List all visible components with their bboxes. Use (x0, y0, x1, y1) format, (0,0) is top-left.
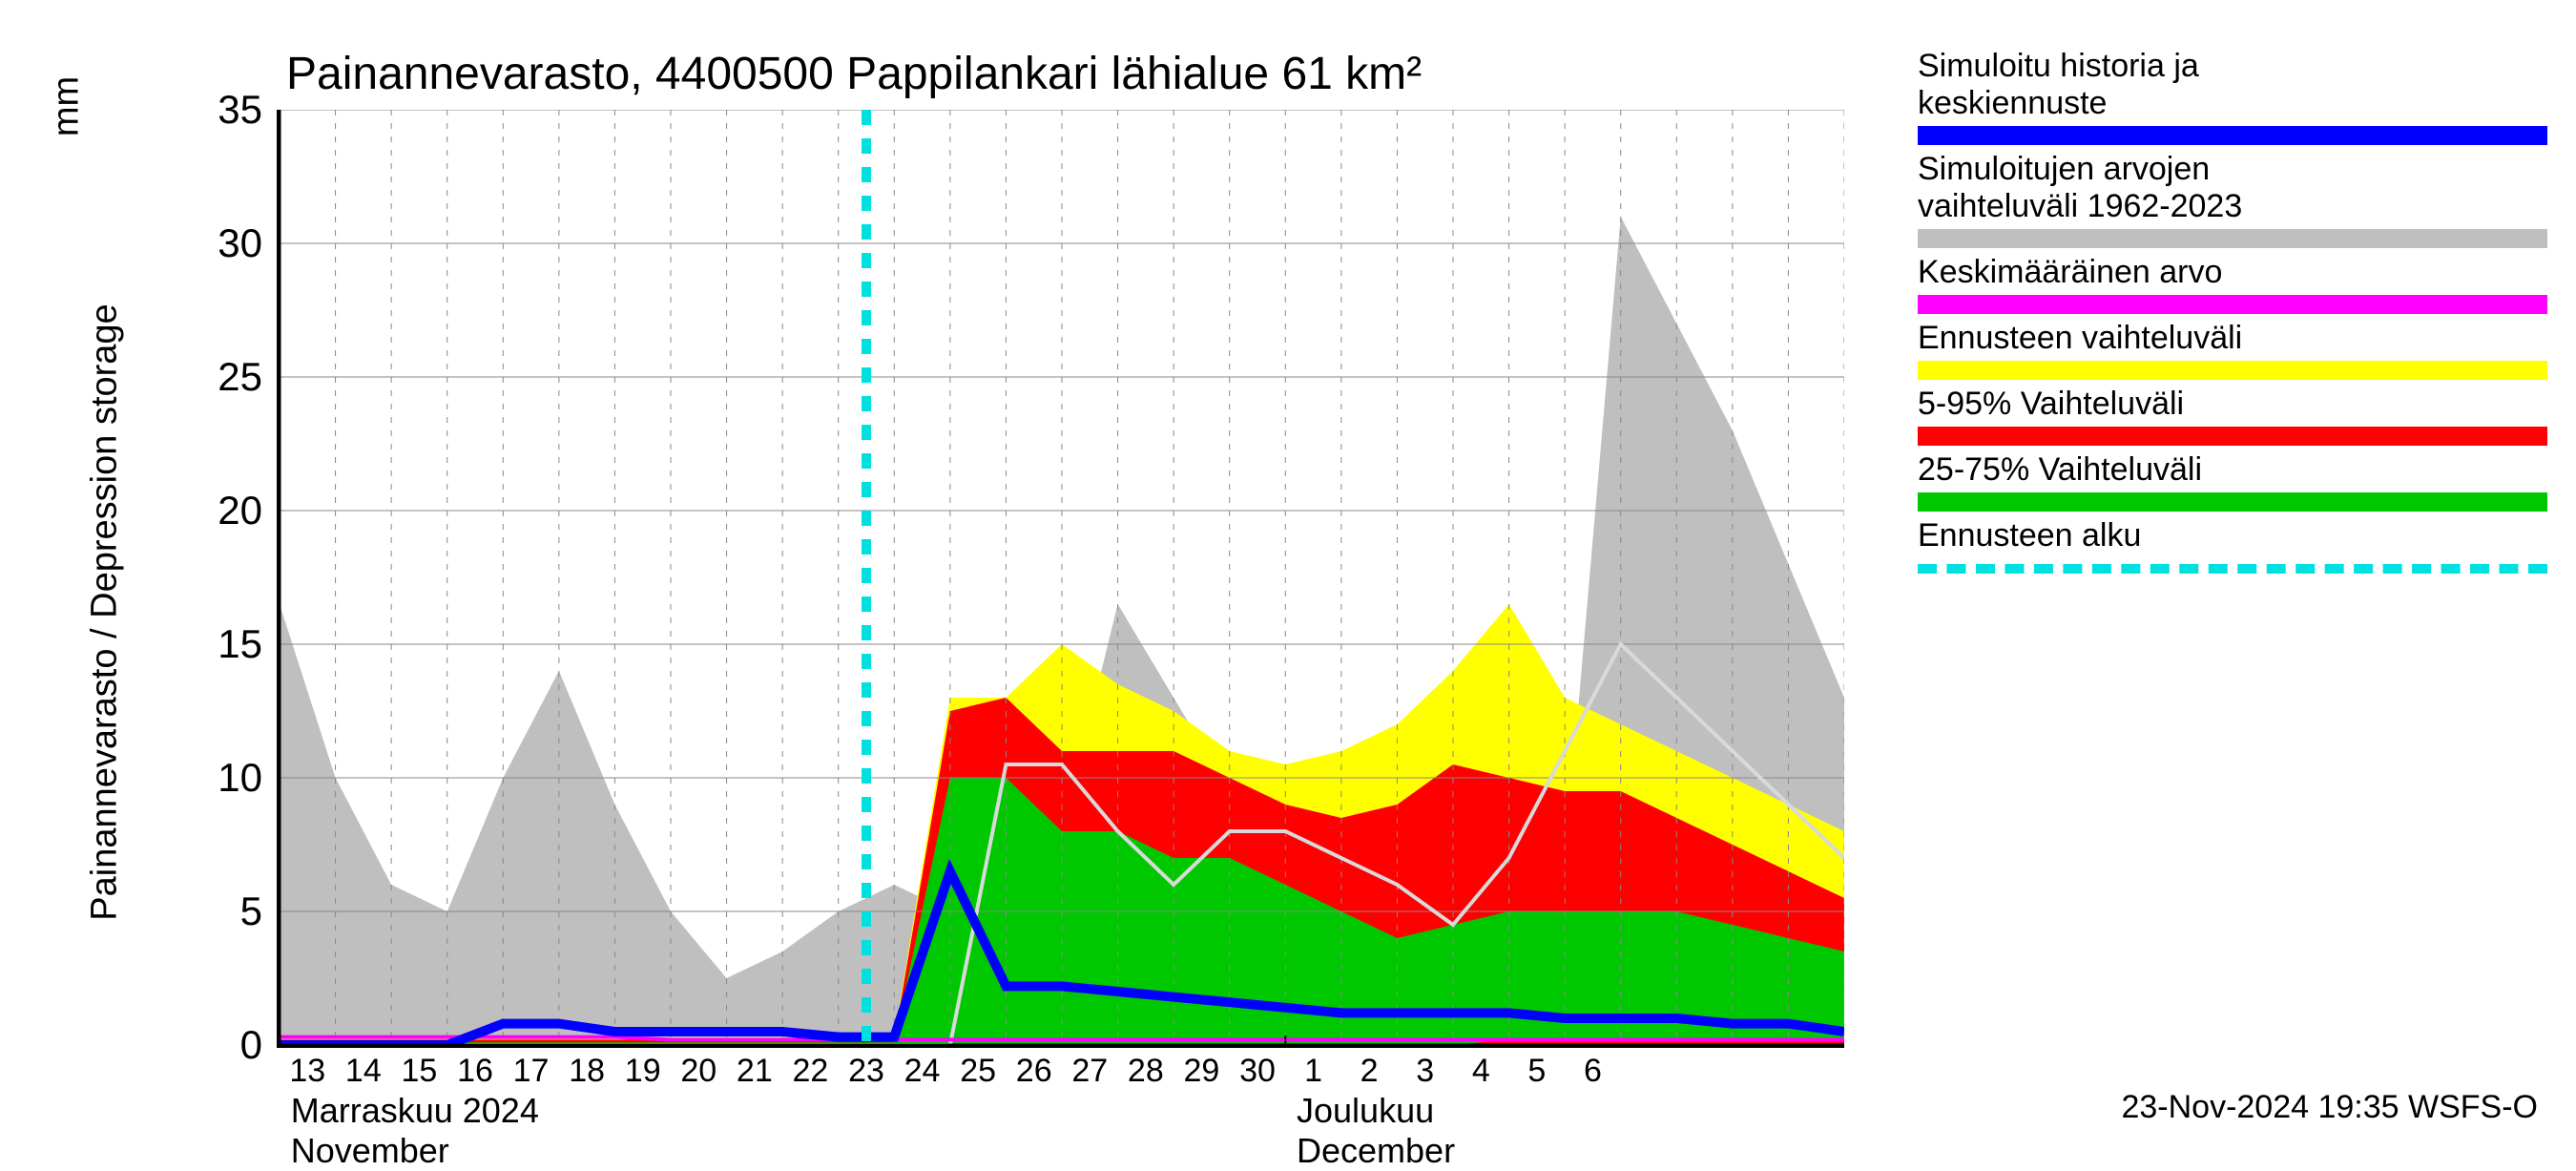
plot-area: 0510152025303513141516171819202122232425… (277, 110, 1844, 1048)
legend-entry: 25-75% Vaihteluväli (1918, 451, 2547, 512)
legend-label: Ennusteen vaihteluväli (1918, 320, 2547, 357)
legend-label: Simuloitu historia ja (1918, 48, 2547, 85)
x-tick-label: 24 (904, 1053, 941, 1090)
x-tick-label: 3 (1416, 1053, 1434, 1090)
legend-swatch (1918, 427, 2547, 446)
x-tick-label: 14 (345, 1053, 382, 1090)
x-tick-label: 18 (569, 1053, 605, 1090)
legend-entry: Ennusteen alku (1918, 517, 2547, 574)
x-tick-label: 27 (1071, 1053, 1108, 1090)
legend-label: Simuloitujen arvojen (1918, 151, 2547, 188)
month-label: JoulukuuDecember (1297, 1091, 1455, 1171)
legend-entry: 5-95% Vaihteluväli (1918, 386, 2547, 446)
x-tick-label: 26 (1016, 1053, 1052, 1090)
legend-entry: Simuloitujen arvojenvaihteluväli 1962-20… (1918, 151, 2547, 248)
x-tick-label: 13 (289, 1053, 325, 1090)
legend: Simuloitu historia jakeskiennusteSimuloi… (1918, 48, 2547, 579)
legend-label: 25-75% Vaihteluväli (1918, 451, 2547, 489)
x-tick-label: 19 (625, 1053, 661, 1090)
plot-svg (280, 110, 1844, 1045)
x-tick-label: 15 (402, 1053, 438, 1090)
legend-swatch (1918, 564, 2547, 574)
x-tick-label: 6 (1584, 1053, 1602, 1090)
legend-label: keskiennuste (1918, 85, 2547, 122)
x-tick-label: 20 (680, 1053, 717, 1090)
x-tick-label: 16 (457, 1053, 493, 1090)
y-tick-label: 25 (218, 354, 262, 400)
y-tick-label: 10 (218, 755, 262, 801)
legend-swatch (1918, 492, 2547, 512)
footer-timestamp: 23-Nov-2024 19:35 WSFS-O (2121, 1089, 2538, 1126)
x-tick-label: 29 (1184, 1053, 1220, 1090)
month-label: Marraskuu 2024November (291, 1091, 539, 1171)
x-tick-label: 2 (1361, 1053, 1379, 1090)
y-tick-label: 5 (240, 889, 262, 934)
x-tick-label: 5 (1527, 1053, 1546, 1090)
x-tick-label: 21 (737, 1053, 773, 1090)
y-tick-label: 0 (240, 1022, 262, 1068)
legend-swatch (1918, 361, 2547, 380)
x-tick-label: 4 (1472, 1053, 1490, 1090)
legend-label: 5-95% Vaihteluväli (1918, 386, 2547, 423)
x-tick-label: 25 (960, 1053, 996, 1090)
x-tick-label: 30 (1239, 1053, 1276, 1090)
y-tick-label: 35 (218, 87, 262, 133)
y-axis-main-label: Painannevarasto / Depression storage (85, 231, 126, 994)
x-tick-label: 28 (1128, 1053, 1164, 1090)
legend-entry: Simuloitu historia jakeskiennuste (1918, 48, 2547, 145)
legend-label: Keskimääräinen arvo (1918, 254, 2547, 291)
x-tick-label: 22 (793, 1053, 829, 1090)
legend-label: Ennusteen alku (1918, 517, 2547, 554)
chart-title: Painannevarasto, 4400500 Pappilankari lä… (286, 48, 1422, 100)
legend-entry: Ennusteen vaihteluväli (1918, 320, 2547, 380)
y-tick-label: 15 (218, 621, 262, 667)
legend-swatch (1918, 229, 2547, 248)
y-axis-unit-label: mm (47, 11, 88, 202)
y-tick-label: 30 (218, 220, 262, 266)
x-tick-label: 1 (1304, 1053, 1322, 1090)
x-tick-label: 17 (513, 1053, 550, 1090)
chart-container: mm Painannevarasto / Depression storage … (0, 0, 2576, 1145)
legend-swatch (1918, 295, 2547, 314)
legend-label: vaihteluväli 1962-2023 (1918, 188, 2547, 225)
legend-entry: Keskimääräinen arvo (1918, 254, 2547, 314)
legend-swatch (1918, 126, 2547, 145)
y-tick-label: 20 (218, 488, 262, 533)
x-tick-label: 23 (848, 1053, 884, 1090)
